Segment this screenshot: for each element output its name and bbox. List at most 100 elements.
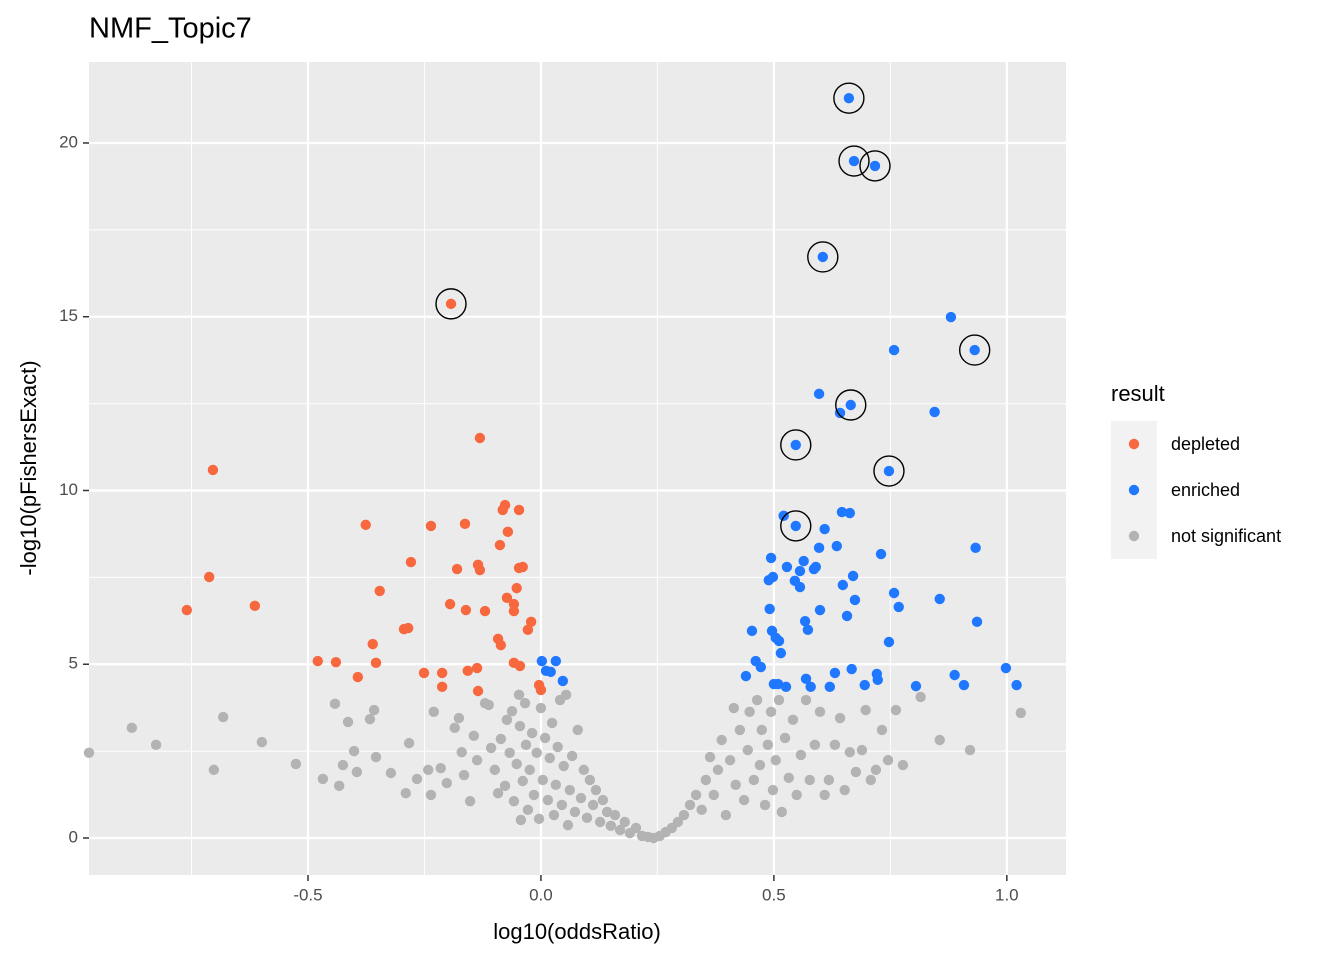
point — [422, 764, 434, 776]
point — [208, 764, 220, 776]
point — [502, 526, 514, 538]
point — [770, 754, 781, 766]
point — [738, 794, 750, 806]
point — [566, 750, 578, 762]
point — [352, 671, 364, 683]
point — [865, 774, 876, 786]
point — [780, 681, 792, 693]
point — [934, 593, 945, 605]
point — [207, 464, 219, 476]
x-tick-label: 0.0 — [529, 885, 553, 904]
point — [831, 540, 842, 552]
point — [720, 809, 732, 821]
point — [882, 754, 894, 766]
point — [364, 713, 376, 725]
point — [843, 92, 855, 104]
point — [971, 616, 983, 628]
y-axis-label: -log10(pFishersExact) — [16, 360, 41, 575]
point — [330, 656, 342, 668]
legend-swatch — [1128, 530, 1140, 542]
point — [548, 809, 560, 821]
point — [428, 706, 439, 718]
point — [418, 667, 430, 679]
point — [367, 638, 378, 650]
point — [728, 702, 740, 714]
point — [411, 773, 423, 785]
point — [802, 624, 814, 636]
point — [704, 751, 716, 763]
point — [860, 704, 871, 716]
point — [471, 754, 483, 766]
point — [444, 598, 456, 610]
point — [800, 694, 812, 706]
point — [504, 747, 515, 759]
point — [425, 789, 437, 801]
point — [773, 694, 785, 706]
point — [809, 739, 821, 751]
point — [472, 685, 484, 697]
point — [474, 564, 486, 576]
point — [514, 660, 526, 672]
point — [508, 795, 520, 807]
point — [556, 799, 568, 811]
point — [256, 736, 268, 748]
point — [893, 601, 904, 613]
point — [368, 704, 380, 716]
point — [759, 799, 771, 811]
point — [970, 542, 981, 554]
point — [829, 739, 841, 751]
point — [775, 647, 787, 659]
point — [819, 789, 830, 801]
point — [934, 734, 945, 746]
point — [794, 581, 806, 593]
point — [546, 717, 558, 729]
point — [829, 667, 841, 679]
point — [511, 758, 522, 770]
legend-swatch — [1128, 484, 1140, 496]
point — [249, 600, 261, 612]
point — [969, 344, 980, 356]
point — [471, 662, 483, 674]
point — [876, 724, 888, 736]
point — [581, 812, 593, 824]
point — [562, 819, 574, 831]
x-tick-label: -0.5 — [293, 885, 322, 904]
point — [464, 795, 476, 807]
point — [578, 764, 589, 776]
point — [524, 764, 535, 776]
point — [605, 820, 617, 832]
point — [525, 616, 537, 628]
point — [601, 806, 613, 818]
point — [804, 774, 815, 786]
y-tick-label: 10 — [59, 480, 78, 499]
point — [587, 799, 599, 811]
point — [449, 722, 460, 734]
point — [456, 746, 467, 758]
point — [557, 675, 569, 687]
point — [834, 712, 846, 724]
point — [501, 592, 513, 604]
point — [400, 787, 412, 799]
point — [813, 542, 825, 554]
point — [765, 552, 777, 564]
point — [517, 561, 528, 573]
y-tick-label: 20 — [59, 132, 78, 151]
x-axis-label: log10(oddsRatio) — [493, 919, 661, 944]
legend-title: result — [1111, 381, 1165, 406]
point — [773, 635, 785, 647]
point — [495, 733, 507, 745]
point — [425, 520, 437, 532]
point — [794, 565, 806, 577]
point — [1000, 662, 1012, 674]
point — [217, 711, 229, 723]
point — [494, 539, 506, 551]
point — [539, 732, 551, 744]
point — [817, 251, 828, 263]
point — [837, 579, 849, 591]
point — [778, 510, 789, 522]
legend-label: not significant — [1171, 526, 1281, 546]
point — [370, 751, 382, 763]
point — [514, 720, 526, 732]
point — [765, 706, 777, 718]
point — [594, 816, 606, 828]
